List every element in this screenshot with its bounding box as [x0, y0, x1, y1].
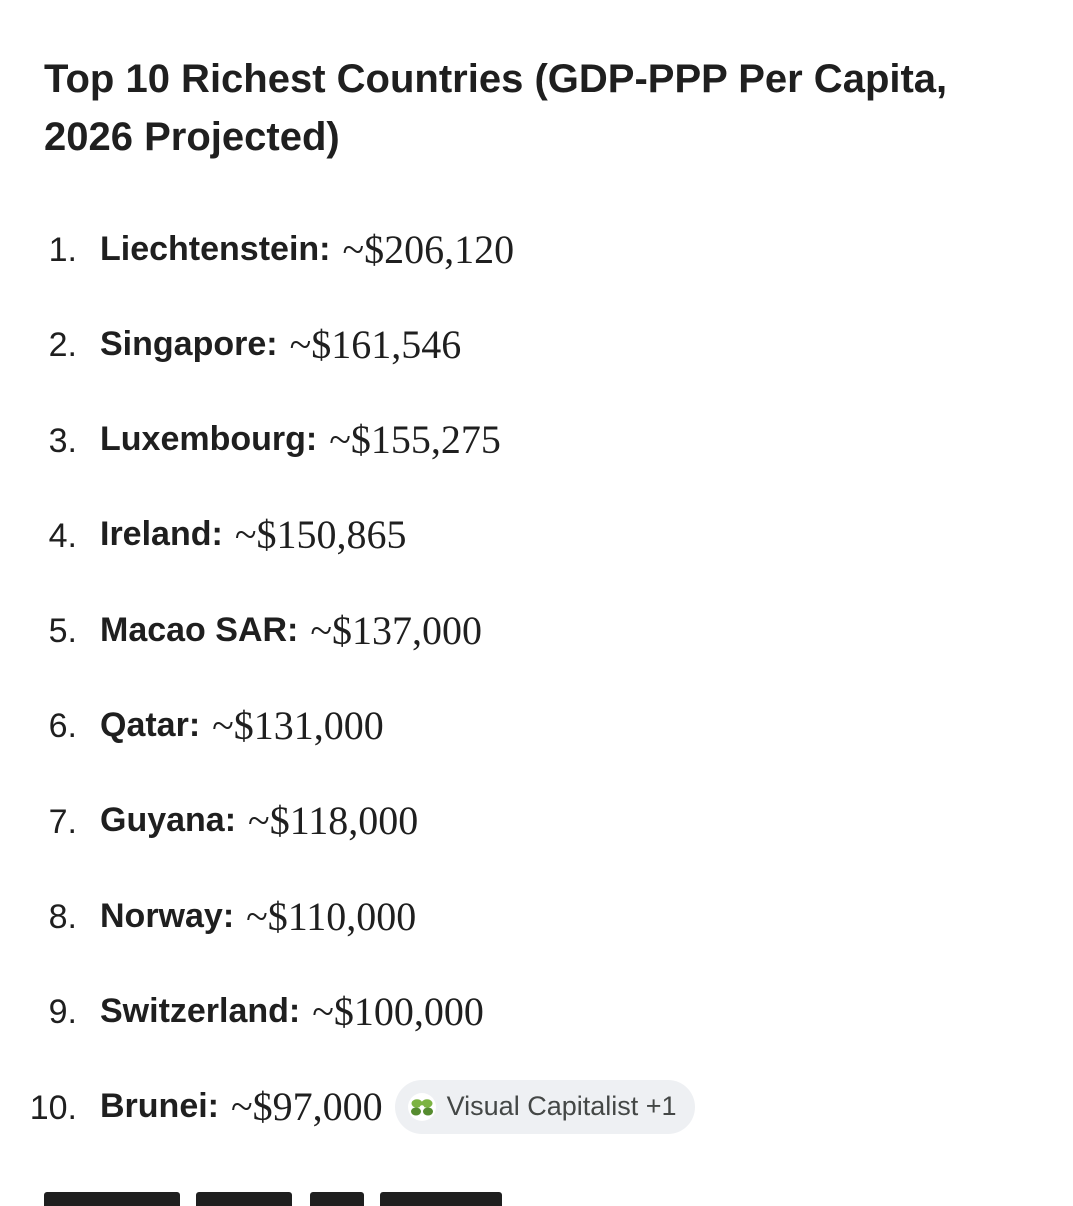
- country-name: Qatar:: [100, 705, 201, 744]
- list-item-content: Brunei: ~$97,000 Visual Capitalist +1: [100, 1074, 695, 1140]
- country-name: Switzerland:: [100, 991, 301, 1030]
- list-item: 9. Switzerland: ~$100,000: [0, 978, 1073, 1073]
- list-item-number: 5.: [48, 612, 77, 651]
- list-item-number: 2.: [48, 326, 77, 365]
- gdp-value: ~$97,000: [231, 1084, 383, 1130]
- list-item-content: Switzerland: ~$100,000: [100, 978, 484, 1044]
- visual-capitalist-logo-icon: [407, 1092, 436, 1121]
- list-item: 10. Brunei: ~$97,000 Visual Capitalist +…: [0, 1074, 1073, 1169]
- country-name: Singapore:: [100, 324, 278, 363]
- page-title: Top 10 Richest Countries (GDP-PPP Per Ca…: [44, 57, 948, 159]
- list-item-content: Macao SAR: ~$137,000: [100, 597, 482, 663]
- source-citation-label: Visual Capitalist +1: [446, 1091, 677, 1122]
- list-item: 8. Norway: ~$110,000: [0, 883, 1073, 978]
- list-item-number: 4.: [48, 516, 77, 555]
- source-citation-chip[interactable]: Visual Capitalist +1: [394, 1079, 695, 1134]
- next-section-heading-cutoff: [44, 1186, 944, 1206]
- list-item-content: Liechtenstein: ~$206,120: [100, 216, 514, 282]
- gdp-value: ~$155,275: [329, 417, 501, 463]
- country-name: Luxembourg:: [100, 420, 318, 459]
- list-item: 4. Ireland: ~$150,865: [0, 502, 1073, 597]
- list-item-content: Singapore: ~$161,546: [100, 311, 461, 377]
- gdp-value: ~$161,546: [289, 321, 462, 367]
- list-item-number: 3.: [48, 421, 77, 460]
- list-item-number: 6.: [48, 707, 77, 746]
- gdp-value: ~$206,120: [342, 226, 515, 272]
- list-item-content: Luxembourg: ~$155,275: [100, 407, 501, 473]
- country-name: Guyana:: [100, 801, 237, 840]
- list-item: 2. Singapore: ~$161,546: [0, 311, 1073, 406]
- gdp-value: ~$100,000: [312, 988, 484, 1034]
- list-item-number: 9.: [48, 993, 77, 1032]
- list-item-content: Norway: ~$110,000: [100, 883, 416, 949]
- gdp-value: ~$118,000: [248, 798, 419, 844]
- list-item-number: 1.: [48, 231, 77, 269]
- country-name: Brunei:: [100, 1087, 219, 1126]
- country-name: Norway:: [100, 896, 235, 935]
- gdp-value: ~$110,000: [246, 893, 417, 939]
- gdp-value: ~$150,865: [234, 512, 407, 558]
- country-name: Macao SAR:: [100, 610, 299, 649]
- country-name: Ireland:: [100, 515, 223, 554]
- list-item: 7. Guyana: ~$118,000: [0, 788, 1073, 883]
- list-item-content: Guyana: ~$118,000: [100, 788, 418, 854]
- gdp-value: ~$131,000: [212, 702, 384, 748]
- list-item-number: 10.: [29, 1088, 77, 1127]
- list-item: 3. Luxembourg: ~$155,275: [0, 407, 1073, 502]
- list-item: 6. Qatar: ~$131,000: [0, 692, 1073, 787]
- list-item-number: 8.: [48, 898, 77, 937]
- gdp-value: ~$137,000: [310, 607, 483, 653]
- list-item-content: Qatar: ~$131,000: [100, 692, 384, 758]
- list-item-number: 7.: [48, 802, 77, 841]
- country-name: Liechtenstein:: [100, 229, 331, 268]
- list-item-content: Ireland: ~$150,865: [100, 502, 406, 568]
- richest-countries-list: 1. Liechtenstein: ~$206,120 2. Singapore…: [0, 216, 1073, 1169]
- list-item: 1. Liechtenstein: ~$206,120: [0, 216, 1073, 311]
- list-item: 5. Macao SAR: ~$137,000: [0, 597, 1073, 692]
